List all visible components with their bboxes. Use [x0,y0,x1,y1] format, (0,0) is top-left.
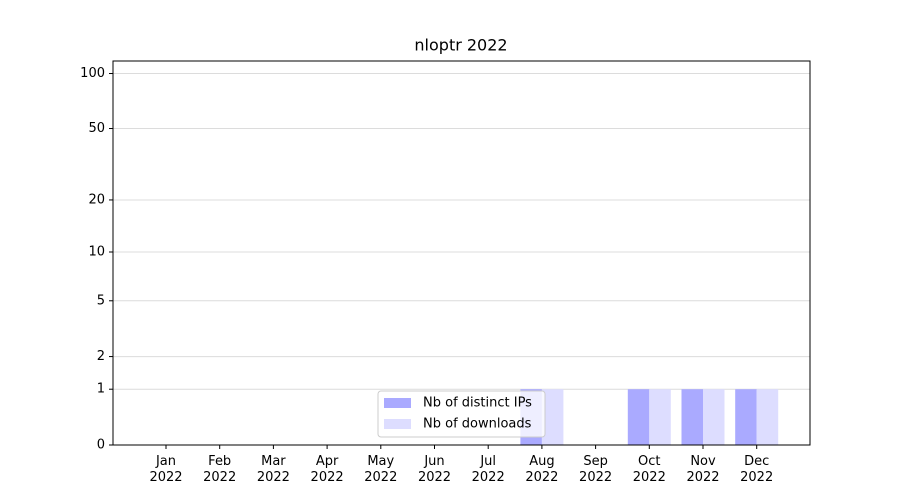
bar [649,389,671,445]
y-tick-label: 0 [97,438,105,453]
legend-swatch [384,419,411,429]
y-tick-label: 100 [80,66,105,81]
x-tick-label: Oct 2022 [633,454,666,485]
y-tick-label: 10 [88,244,105,259]
bar [735,389,757,445]
bar [627,389,650,445]
bar [703,389,725,445]
chart-title: nloptr 2022 [414,36,507,55]
bar [541,389,564,445]
x-tick-label: Nov 2022 [686,454,719,485]
x-tick-label: Jun 2022 [418,454,451,485]
x-tick-label: Mar 2022 [257,454,290,485]
bar [681,389,703,445]
x-tick-label: May 2022 [364,454,397,485]
legend: Nb of distinct IPs Nb of downloads [377,390,546,438]
x-tick-label: Jul 2022 [472,454,505,485]
bar [756,389,779,445]
legend-box [377,390,546,438]
x-tick-label: Aug 2022 [525,454,558,485]
x-tick-label: Sep 2022 [579,454,612,485]
legend-swatch [384,398,411,408]
x-tick-label: Dec 2022 [740,454,773,485]
y-tick-label: 50 [88,121,105,136]
legend-label: Nb of distinct IPs [423,396,532,411]
y-tick-label: 5 [97,293,105,308]
x-tick-label: Apr 2022 [311,454,344,485]
x-tick-label: Feb 2022 [203,454,236,485]
legend-label: Nb of downloads [423,417,532,432]
axes-frame [112,60,811,446]
x-tick-label: Jan 2022 [149,454,182,485]
y-tick-label: 20 [88,192,105,207]
y-tick-label: 1 [97,382,105,397]
y-tick-label: 2 [97,349,105,364]
